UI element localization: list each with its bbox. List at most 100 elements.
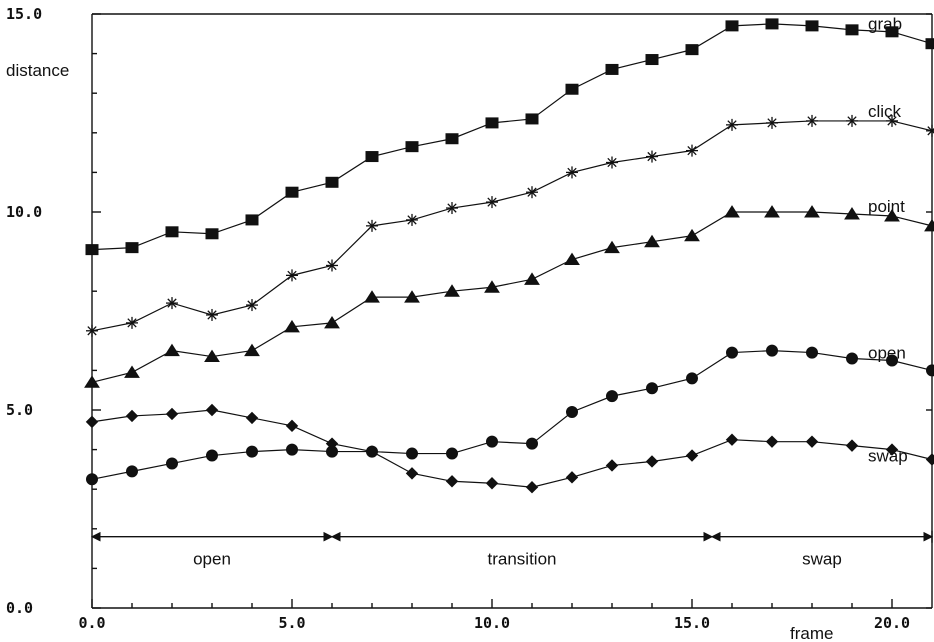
series-marker-circle <box>526 437 538 450</box>
series-marker-asterisk <box>806 114 818 127</box>
series-marker-circle <box>566 405 578 418</box>
series-line-click <box>91 120 933 332</box>
series-marker-diamond <box>565 471 579 484</box>
series-marker-square <box>565 83 579 95</box>
series-marker-triangle <box>124 365 140 378</box>
series-marker-asterisk <box>686 144 698 157</box>
series-marker-asterisk <box>566 166 578 179</box>
series-marker-triangle <box>164 343 180 357</box>
phase-label: transition <box>488 550 557 569</box>
phase-arrow-head-right <box>703 531 714 542</box>
series-marker-circle <box>486 435 498 448</box>
series-marker-circle <box>446 447 458 460</box>
series-label-point: point <box>868 197 905 216</box>
series-marker-triangle <box>284 319 300 333</box>
series-marker-asterisk <box>326 259 338 272</box>
series-marker-diamond <box>365 445 379 458</box>
x-tick-label: 20.0 <box>874 614 910 632</box>
series-point: point <box>84 197 934 388</box>
series: grab click point open swap <box>84 15 934 494</box>
y-tick-label: 0.0 <box>6 599 33 617</box>
series-marker-diamond <box>885 443 899 456</box>
series-marker-square <box>525 113 539 125</box>
series-marker-diamond <box>245 411 259 425</box>
series-marker-diamond <box>685 449 699 462</box>
series-marker-diamond <box>325 437 339 450</box>
series-marker-circle <box>86 473 98 486</box>
axes <box>91 13 933 609</box>
series-marker-triangle <box>884 209 900 222</box>
series-marker-diamond <box>605 459 619 472</box>
series-marker-asterisk <box>246 299 258 312</box>
series-marker-square <box>285 186 299 198</box>
series-line-grab <box>91 23 933 251</box>
series-marker-square <box>805 20 819 32</box>
series-marker-circle <box>126 465 138 478</box>
series-marker-triangle <box>564 252 580 266</box>
series-marker-asterisk <box>766 116 778 129</box>
series-click: click <box>86 102 934 337</box>
series-marker-triangle <box>524 272 540 285</box>
phase-annotations: open transition swap <box>90 530 934 569</box>
series-marker-triangle <box>84 375 100 388</box>
series-label-click: click <box>868 102 902 121</box>
series-grab: grab <box>85 15 934 256</box>
ticks: 0.0 5.0 10.0 15.0 0.0 5.0 10.0 15.0 20.0 <box>6 5 932 632</box>
series-marker-asterisk <box>206 308 218 321</box>
series-marker-diamond <box>525 481 539 494</box>
series-marker-square <box>125 242 139 254</box>
series-marker-diamond <box>125 409 139 423</box>
series-marker-diamond <box>845 439 859 452</box>
series-marker-square <box>605 63 619 75</box>
series-marker-asterisk <box>886 114 898 127</box>
series-marker-triangle <box>404 290 420 303</box>
series-line-swap <box>91 409 933 488</box>
series-marker-diamond <box>165 407 179 421</box>
series-marker-triangle <box>724 205 740 218</box>
series-marker-circle <box>406 447 418 460</box>
series-marker-triangle <box>684 228 700 242</box>
series-marker-diamond <box>725 433 739 446</box>
series-marker-square <box>765 18 779 30</box>
series-marker-asterisk <box>126 316 138 329</box>
phase-label: swap <box>802 550 842 569</box>
series-marker-triangle <box>324 315 340 329</box>
series-marker-diamond <box>925 453 934 466</box>
series-marker-square <box>85 244 99 256</box>
series-marker-diamond <box>445 475 459 488</box>
phase-arrow-head-left <box>90 531 101 542</box>
series-marker-asterisk <box>406 213 418 226</box>
series-marker-asterisk <box>446 202 458 215</box>
series-marker-circle <box>646 382 658 395</box>
series-line-point <box>91 211 933 383</box>
series-marker-square <box>325 176 339 188</box>
series-marker-square <box>885 26 899 38</box>
x-tick-label: 0.0 <box>78 614 105 632</box>
series-marker-diamond <box>405 467 419 480</box>
series-marker-circle <box>206 449 218 462</box>
series-marker-asterisk <box>286 269 298 282</box>
series-marker-circle <box>886 354 898 367</box>
series-open: open <box>86 343 934 486</box>
series-marker-asterisk <box>606 156 618 169</box>
series-marker-circle <box>726 346 738 359</box>
series-marker-diamond <box>485 477 499 490</box>
phase-arrow-head-right <box>923 531 934 542</box>
series-label-grab: grab <box>868 15 902 34</box>
series-marker-triangle <box>244 343 260 357</box>
phase-arrow-head-left <box>710 531 721 542</box>
y-axis-label: distance <box>6 61 69 80</box>
series-marker-square <box>845 24 859 36</box>
series-marker-triangle <box>924 218 934 232</box>
series-marker-diamond <box>85 415 99 429</box>
series-marker-circle <box>286 443 298 456</box>
series-marker-asterisk <box>646 150 658 163</box>
series-marker-diamond <box>285 419 299 433</box>
series-marker-circle <box>926 364 934 377</box>
series-marker-asterisk <box>726 118 738 131</box>
x-tick-label: 10.0 <box>474 614 510 632</box>
series-marker-triangle <box>604 240 620 254</box>
series-marker-triangle <box>644 234 660 248</box>
y-tick-label: 15.0 <box>6 5 42 23</box>
